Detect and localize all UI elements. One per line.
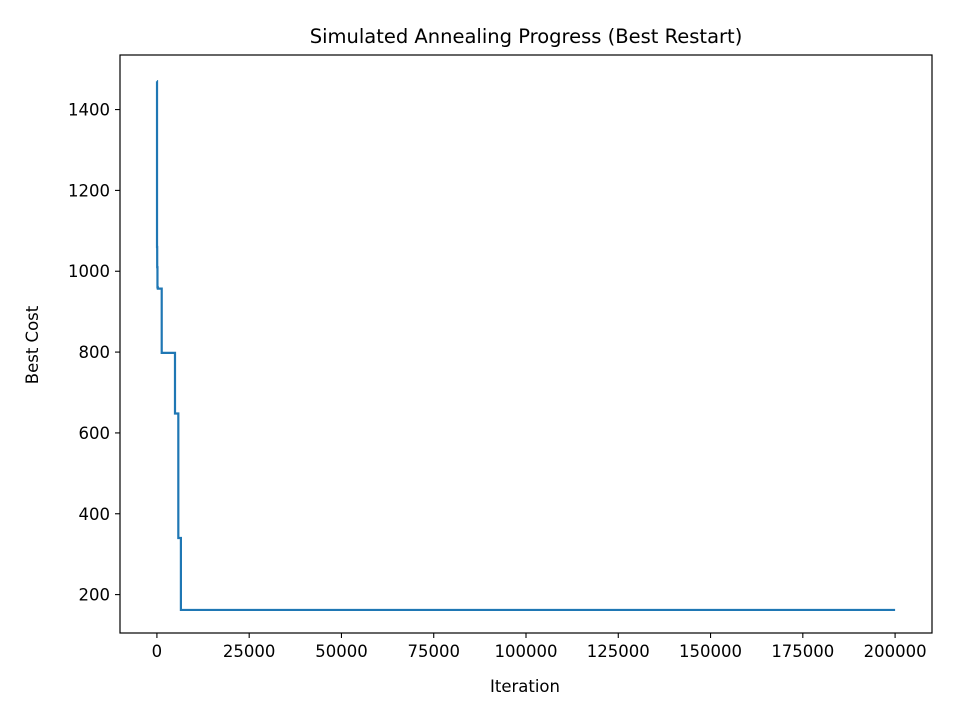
x-tick-label: 125000: [587, 642, 650, 661]
x-tick-label: 0: [152, 642, 163, 661]
y-tick-label: 400: [79, 505, 111, 524]
y-axis-label: Best Cost: [23, 305, 42, 384]
y-tick-label: 1000: [68, 262, 110, 281]
plot-area: [119, 54, 933, 634]
chart-title: Simulated Annealing Progress (Best Resta…: [310, 25, 743, 48]
x-tick-label: 25000: [223, 642, 276, 661]
x-axis-ticks: 0 25000 50000 75000 100000 125000 150000 175000…: [152, 633, 927, 661]
y-tick-label: 200: [79, 586, 111, 605]
x-tick-label: 200000: [864, 642, 927, 661]
y-tick-label: 800: [79, 343, 111, 362]
series-line-0: [155, 80, 896, 612]
x-tick-label: 100000: [495, 642, 558, 661]
axes-frame: [119, 54, 933, 634]
y-tick-label: 1200: [68, 181, 110, 200]
x-axis-label: Iteration: [490, 677, 560, 696]
x-tick-label: 50000: [315, 642, 368, 661]
x-tick-label: 75000: [407, 642, 460, 661]
y-tick-label: 600: [79, 424, 111, 443]
y-axis-ticks: 200 400 600 800 1000 1200 1400: [68, 101, 120, 605]
x-tick-label: 175000: [771, 642, 834, 661]
x-tick-label: 150000: [679, 642, 742, 661]
y-tick-label: 1400: [68, 101, 110, 120]
